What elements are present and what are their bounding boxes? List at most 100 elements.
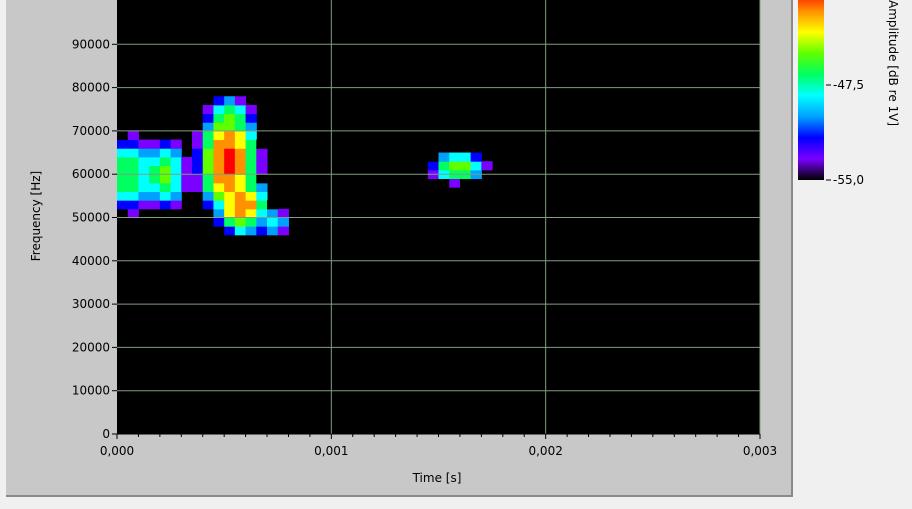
heatmap-cell — [159, 139, 172, 149]
heatmap-cell — [245, 226, 257, 236]
heatmap-cell — [202, 165, 214, 175]
heatmap-cell — [192, 174, 204, 184]
y-tick-label: 70000 — [72, 124, 110, 138]
heatmap-cell — [138, 174, 150, 184]
heatmap-cell — [192, 165, 204, 175]
heatmap-cell — [481, 161, 493, 171]
heatmap-cell — [127, 139, 139, 149]
heatmap-cell — [224, 182, 236, 193]
heatmap-cell — [224, 165, 236, 175]
heatmap-cell — [117, 148, 129, 158]
heatmap-cell — [202, 130, 214, 141]
heatmap-cell — [234, 217, 247, 227]
heatmap-cell — [127, 165, 139, 175]
heatmap-cell — [470, 152, 482, 162]
heatmap-cell — [138, 165, 150, 175]
heatmap-cell — [202, 156, 214, 167]
heatmap-cell — [234, 208, 247, 218]
heatmap-cell — [170, 182, 182, 193]
y-tick-label: 90000 — [72, 37, 110, 51]
heatmap-cell — [256, 165, 268, 175]
heatmap-cell — [138, 148, 150, 158]
heatmap-cell — [224, 208, 236, 218]
heatmap-cell — [117, 165, 129, 175]
heatmap-cell — [224, 139, 236, 149]
heatmap-cell — [202, 200, 214, 210]
heatmap-cell — [192, 139, 204, 149]
heatmap-cell — [213, 104, 225, 115]
heatmap-cell — [234, 234, 247, 244]
heatmap-cell — [192, 148, 204, 158]
heatmap-cell — [267, 217, 279, 227]
heatmap-cell — [245, 174, 257, 184]
heatmap-cell — [277, 217, 289, 227]
heatmap-cell — [202, 182, 214, 193]
y-tick-label: 30000 — [72, 297, 110, 311]
heatmap-cell — [202, 104, 214, 115]
heatmap-cell — [234, 122, 247, 132]
y-axis-label: Frequency [Hz] — [29, 171, 43, 262]
heatmap-cell — [170, 200, 182, 210]
heatmap-cell — [277, 208, 289, 218]
heatmap-cell — [245, 165, 257, 175]
heatmap-cell — [213, 130, 225, 141]
colorbar-tick-label: -47,5 — [833, 78, 864, 92]
heatmap-cell — [213, 165, 225, 175]
heatmap-cell — [202, 122, 214, 132]
heatmap-cell — [159, 156, 172, 167]
heatmap-cell — [213, 156, 225, 167]
heatmap-cell — [202, 139, 214, 149]
heatmap-cell — [117, 130, 129, 141]
heatmap-cell — [245, 156, 257, 167]
heatmap-cell — [224, 226, 236, 236]
heatmap-cell — [234, 148, 247, 158]
heatmap-cell — [127, 191, 139, 201]
heatmap-cell — [149, 156, 161, 167]
y-tick-label: 0 — [102, 427, 110, 441]
heatmap-cell — [224, 156, 236, 167]
heatmap-cell — [459, 178, 472, 188]
heatmap-cell — [192, 182, 204, 193]
heatmap-cell — [149, 191, 161, 201]
heatmap-cell — [213, 122, 225, 132]
heatmap-cell — [224, 130, 236, 141]
x-axis-label: Time [s] — [412, 471, 462, 485]
heatmap-cell — [213, 96, 225, 106]
heatmap-cell — [159, 200, 172, 210]
heatmap-cell — [438, 152, 450, 162]
axes: 0 10000 20000 30000 40000 50000 60000 70000 8000… — [72, 37, 777, 458]
heatmap-cell — [459, 161, 472, 171]
heatmap-cell — [127, 208, 139, 218]
heatmap-cell — [267, 200, 279, 210]
heatmap-cell — [159, 191, 172, 201]
heatmap-cell — [234, 139, 247, 149]
heatmap-cell — [138, 139, 150, 149]
heatmap-cell — [202, 208, 214, 218]
heatmap-cell — [224, 200, 236, 210]
heatmap-cell — [267, 226, 279, 236]
heatmap-cell — [245, 217, 257, 227]
heatmap-cell — [224, 191, 236, 201]
heatmap-cell — [245, 208, 257, 218]
heatmap-cell — [213, 113, 225, 123]
heatmap-cell — [117, 208, 129, 218]
heatmap-cell — [213, 139, 225, 149]
heatmap-cell — [256, 148, 268, 158]
heatmap-cell — [449, 152, 461, 162]
heatmap-cell — [170, 148, 182, 158]
heatmap-cell — [149, 148, 161, 158]
heatmap-cell — [224, 122, 236, 132]
heatmap-cell — [470, 161, 482, 171]
heatmap-cell — [224, 113, 236, 123]
heatmap-cell — [245, 139, 257, 149]
heatmap-cell — [138, 156, 150, 167]
heatmap-cell — [234, 200, 247, 210]
heatmap-cell — [159, 165, 172, 175]
colorbar — [798, 0, 824, 180]
heatmap-cell — [234, 174, 247, 184]
x-tick-label: 0,000 — [100, 444, 134, 458]
colorbar-tick-label: -55,0 — [833, 173, 864, 187]
heatmap-cell — [192, 130, 204, 141]
heatmap-cell — [181, 156, 193, 167]
